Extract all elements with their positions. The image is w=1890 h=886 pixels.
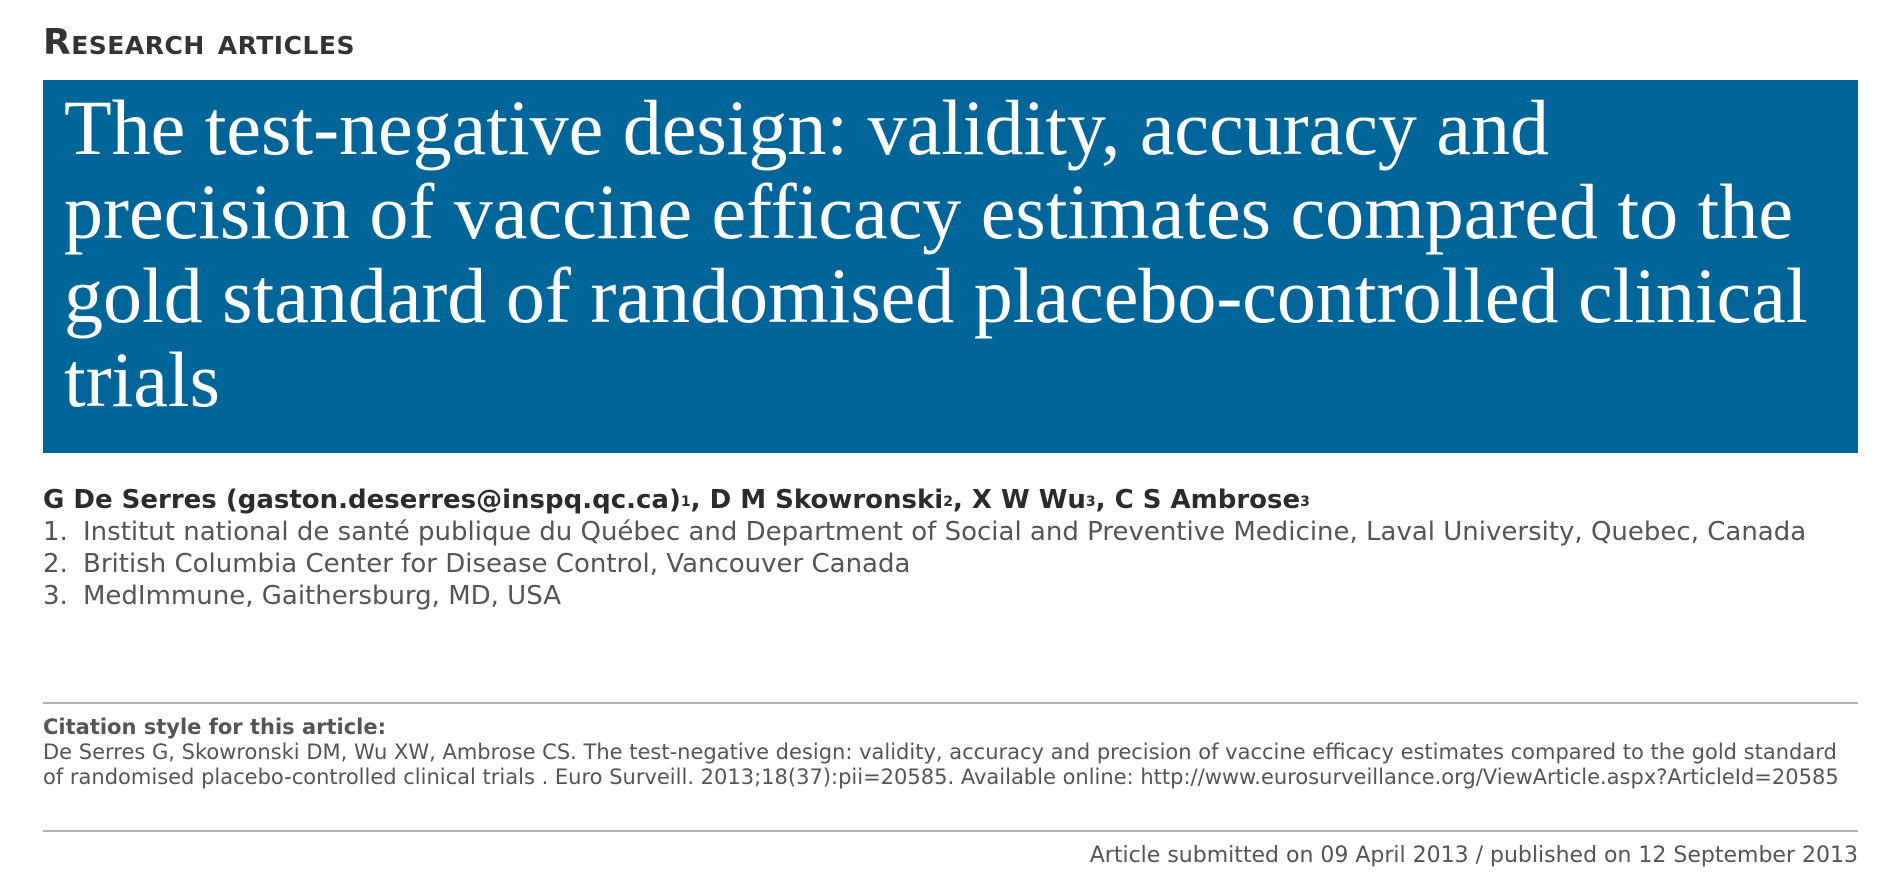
divider-top	[43, 702, 1858, 704]
citation-block: Citation style for this article: De Serr…	[43, 714, 1858, 790]
author-affiliation-marker: 1	[680, 494, 691, 510]
divider-bottom	[43, 830, 1858, 832]
section-label-text: Research articles	[43, 22, 355, 63]
affiliation-text: Institut national de santé publique du Q…	[83, 517, 1807, 547]
article-title: The test-negative design: validity, accu…	[64, 84, 1808, 423]
author-name: C S Ambrose	[1114, 485, 1301, 515]
affiliation-number: 2.	[43, 549, 68, 579]
section-label: Research articles	[43, 22, 355, 63]
citation-heading: Citation style for this article:	[43, 715, 387, 739]
citation-text: De Serres G, Skowronski DM, Wu XW, Ambro…	[43, 740, 1839, 789]
affiliation-text: British Columbia Center for Disease Cont…	[83, 549, 911, 579]
author-affiliation-marker: 2	[943, 494, 953, 510]
affiliation-number: 3.	[43, 581, 68, 611]
author-name: G De Serres (gaston.deserres@inspq.qc.ca…	[43, 485, 681, 515]
affiliation-list: 1. Institut national de santé publique d…	[43, 516, 1858, 612]
author-affiliation-marker: 3	[1300, 494, 1310, 510]
affiliation-item: 3. MedImmune, Gaithersburg, MD, USA	[43, 580, 1858, 612]
article-dates: Article submitted on 09 April 2013 / pub…	[1089, 843, 1858, 868]
author-list: G De Serres (gaston.deserres@inspq.qc.ca…	[43, 482, 1858, 520]
author-separator: ,	[690, 485, 710, 515]
author-name: D M Skowronski	[709, 485, 944, 515]
title-banner: The test-negative design: validity, accu…	[43, 80, 1858, 453]
affiliation-item: 1. Institut national de santé publique d…	[43, 516, 1858, 548]
affiliation-number: 1.	[43, 517, 68, 547]
author-name: X W Wu	[971, 485, 1086, 515]
author-separator: ,	[1095, 485, 1115, 515]
affiliation-text: MedImmune, Gaithersburg, MD, USA	[83, 581, 561, 611]
author-affiliation-marker: 3	[1085, 494, 1096, 510]
author-separator: ,	[952, 485, 972, 515]
affiliation-item: 2. British Columbia Center for Disease C…	[43, 548, 1858, 580]
